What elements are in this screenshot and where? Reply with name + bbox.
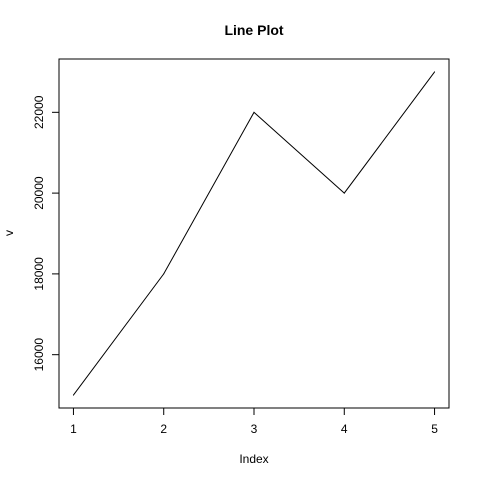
y-tick-label: 16000	[32, 338, 46, 372]
y-tick-label: 22000	[32, 95, 46, 129]
series-line	[73, 71, 435, 396]
y-axis: 16000 18000 20000 22000	[32, 95, 60, 372]
x-tick-label: 3	[251, 422, 258, 436]
x-tick-label: 1	[70, 422, 77, 436]
chart-title: Line Plot	[224, 22, 283, 38]
x-axis: 1 2 3 4 5	[70, 407, 438, 436]
series-layer	[72, 71, 436, 396]
y-tick-label: 18000	[32, 257, 46, 291]
y-tick-label: 20000	[32, 176, 46, 210]
x-axis-label: Index	[239, 452, 268, 466]
y-axis-label: v	[2, 230, 16, 236]
data-point	[343, 192, 345, 194]
data-point	[72, 394, 74, 396]
data-point	[163, 273, 165, 275]
plot-frame	[58, 58, 450, 409]
data-point	[253, 111, 255, 113]
x-tick-label: 4	[341, 422, 348, 436]
data-point	[434, 71, 436, 73]
x-tick-label: 5	[431, 422, 438, 436]
x-tick-label: 2	[160, 422, 167, 436]
